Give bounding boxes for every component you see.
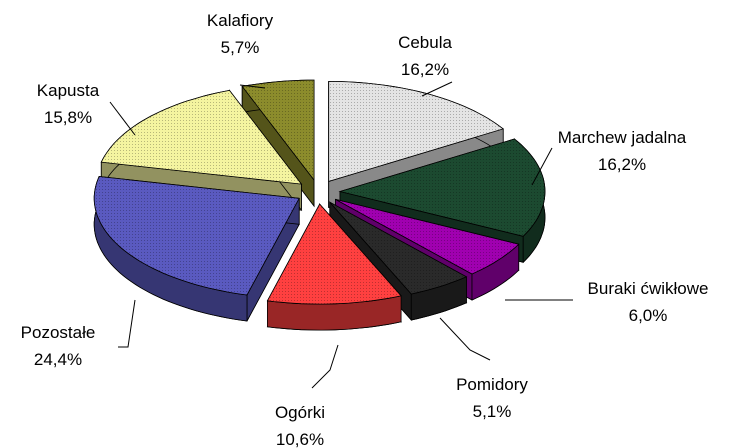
slice-value-label: 5,1% bbox=[473, 402, 512, 421]
slice-texture bbox=[340, 139, 545, 237]
slice-label: Kalafiory bbox=[207, 11, 274, 30]
slice-texture bbox=[101, 90, 302, 185]
slice-texture bbox=[267, 204, 402, 305]
slice-value-label: 5,7% bbox=[221, 38, 260, 57]
slice-value-label: 15,8% bbox=[44, 108, 92, 127]
slice-texture bbox=[328, 81, 504, 182]
slice-value-label: 10,6% bbox=[276, 430, 324, 448]
slice-label: Pomidory bbox=[456, 375, 528, 394]
slice-value-label: 16,2% bbox=[598, 155, 646, 174]
slice-texture bbox=[242, 80, 315, 181]
slice-value-label: 24,4% bbox=[34, 350, 82, 369]
leader-line bbox=[118, 299, 136, 348]
slice-label: Ogórki bbox=[275, 403, 325, 422]
slice-label: Kapusta bbox=[37, 81, 100, 100]
slice-label: Marchew jadalna bbox=[558, 128, 687, 147]
slice-texture bbox=[329, 202, 467, 294]
slice-label: Buraki ćwikłowe bbox=[588, 279, 709, 298]
slice-label: Cebula bbox=[398, 33, 452, 52]
leader-line bbox=[311, 344, 339, 389]
slice-value-label: 6,0% bbox=[629, 306, 668, 325]
slice-value-label: 16,2% bbox=[401, 60, 449, 79]
slice-texture bbox=[94, 176, 300, 295]
leader-line bbox=[421, 81, 453, 97]
slice-texture bbox=[335, 199, 519, 274]
leader-line bbox=[531, 147, 553, 186]
leader-line bbox=[239, 84, 266, 89]
leader-line bbox=[109, 101, 136, 136]
slice-label: Pozostałe bbox=[21, 323, 96, 342]
leader-line bbox=[439, 317, 491, 361]
